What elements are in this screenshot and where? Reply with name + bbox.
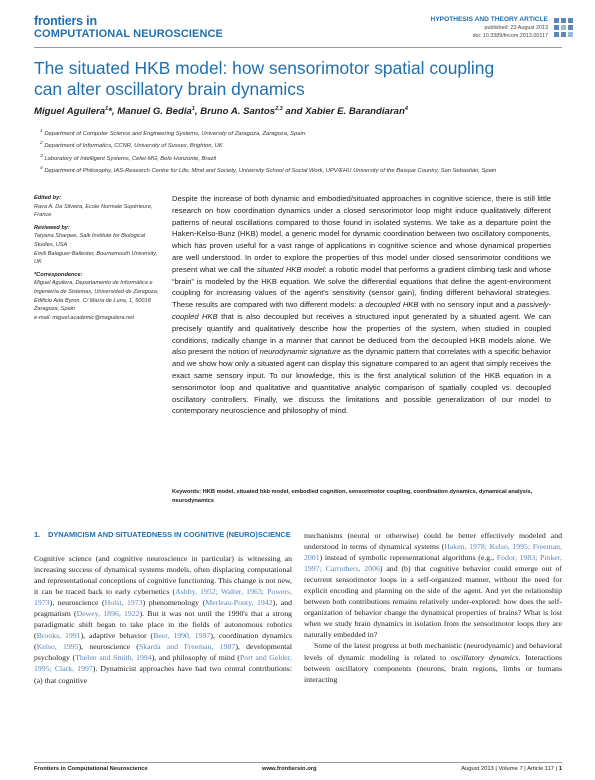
article-type: HYPOTHESIS AND THEORY ARTICLE [430,16,548,23]
affiliation-4: 4 Department of Philosophy, IAS-Research… [40,165,497,174]
author-1: Miguel Aguilera1*, [34,106,118,118]
abstract: Despite the increase of both dynamic and… [172,194,552,416]
footer-rule [34,762,562,763]
affiliations: 1 Department of Computer Science and Eng… [40,127,560,176]
correspondence-email: e-mail: miguel.academic@maguilera.net [34,314,134,321]
author-2: Manuel G. Bedia1, [117,106,201,118]
publication-info: published: 23 August 2013 doi: 10.3389/f… [473,25,548,40]
keywords: Keywords: HKB model, situated hkb model,… [172,488,562,506]
journal-brand: frontiers in COMPUTATIONAL NEUROSCIENCE [34,15,223,40]
body-column-left: Cognitive science (and cognitive neurosc… [34,554,293,685]
page-number: 1 [558,766,562,772]
article-title: The situated HKB model: how sensorimotor… [34,58,495,99]
reviewer-1: Tatyana Sharpee, Salk Institute for Biol… [34,233,146,248]
journal-brand-top: frontiers in [34,14,97,28]
affiliation-1: 1 Department of Computer Science and Eng… [40,129,307,137]
published-date: published: 23 August 2013 [484,25,548,31]
editor: Rava A. Da Silveira, Ecole Normale Supér… [34,203,153,219]
affiliation-3: 3 Laboratory of Intelligent Systems, Cef… [40,153,217,162]
footer-journal: Frontiers in Computational Neuroscience [34,766,148,772]
author-list: Miguel Aguilera1*, Manuel G. Bedia1, Bru… [34,106,562,117]
author-3: Bruno A. Santos2,3 and [200,106,306,118]
edited-by-label: Edited by: [34,195,62,201]
author-4: Xabier E. Barandiaran4 [305,106,408,118]
keywords-list: HKB model, situated hkb model, embodied … [172,489,533,504]
reviewed-by-label: Reviewed by: [34,224,70,231]
header-rule [34,47,562,48]
correspondence-label: *Correspondence: [34,271,83,278]
body-column-right: mechanisms (neural or otherwise) could b… [304,531,562,684]
email-link[interactable]: miguel.academic@maguilera.net [52,314,134,321]
journal-brand-bottom: COMPUTATIONAL NEUROSCIENCE [34,27,223,40]
doi: doi: 10.3389/fncom.2013.00117 [472,32,548,39]
affiliation-2: 2 Department of Informatics, CCNR, Unive… [40,141,223,150]
keywords-label: Keywords: [172,489,202,495]
frontiers-cube-logo-icon [554,18,573,37]
editorial-sidebar: Edited by: Rava A. Da Silveira, Ecole No… [34,194,162,322]
reviewer-2: Emili Balaguer-Ballester, Bournemouth Un… [34,250,158,266]
footer-issue: August 2013 | Volume 7 | Article 117 | 1 [461,766,562,772]
correspondence-address: Miguel Aguilera, Departamento de Informá… [34,280,159,313]
section-heading: 1. DYNAMICISM AND SITUATEDNESS IN COGNITI… [34,530,291,539]
footer-url[interactable]: www.frontiersin.org [262,766,317,772]
